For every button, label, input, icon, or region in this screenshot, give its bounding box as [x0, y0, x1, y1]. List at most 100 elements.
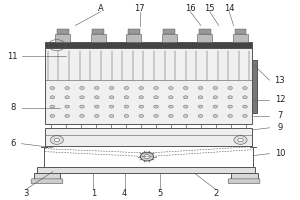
- Circle shape: [213, 87, 218, 89]
- Circle shape: [139, 105, 143, 108]
- Bar: [126, 34, 141, 42]
- Text: 1: 1: [91, 189, 96, 198]
- Text: 10: 10: [274, 149, 285, 158]
- Circle shape: [243, 114, 247, 117]
- Circle shape: [198, 105, 203, 108]
- Circle shape: [213, 105, 218, 108]
- Circle shape: [184, 114, 188, 117]
- Bar: [57, 29, 69, 34]
- Circle shape: [169, 114, 173, 117]
- Bar: [231, 173, 257, 179]
- Bar: [164, 29, 175, 34]
- Text: 2: 2: [213, 189, 218, 198]
- Circle shape: [110, 87, 114, 89]
- Circle shape: [50, 87, 55, 89]
- Circle shape: [94, 87, 99, 89]
- Circle shape: [50, 105, 55, 108]
- Circle shape: [65, 114, 69, 117]
- Circle shape: [238, 138, 243, 142]
- Text: 5: 5: [158, 189, 163, 198]
- Circle shape: [94, 96, 99, 99]
- Circle shape: [94, 114, 99, 117]
- Circle shape: [94, 105, 99, 108]
- Circle shape: [169, 87, 173, 89]
- Circle shape: [50, 114, 55, 117]
- Circle shape: [198, 96, 203, 99]
- Circle shape: [169, 96, 173, 99]
- Text: 3: 3: [23, 189, 29, 198]
- Circle shape: [139, 114, 143, 117]
- Bar: [92, 29, 104, 34]
- Circle shape: [228, 114, 232, 117]
- Circle shape: [243, 87, 247, 89]
- Circle shape: [110, 96, 114, 99]
- Circle shape: [243, 105, 247, 108]
- Circle shape: [124, 87, 129, 89]
- Circle shape: [54, 138, 59, 142]
- Circle shape: [154, 96, 158, 99]
- Circle shape: [124, 105, 129, 108]
- Circle shape: [144, 155, 150, 159]
- Bar: [252, 60, 257, 113]
- Circle shape: [228, 96, 232, 99]
- Text: 17: 17: [134, 4, 145, 13]
- Circle shape: [154, 114, 158, 117]
- Circle shape: [80, 87, 84, 89]
- Circle shape: [198, 114, 203, 117]
- Text: 15: 15: [205, 4, 215, 13]
- Bar: [45, 128, 252, 146]
- Circle shape: [234, 136, 247, 144]
- Circle shape: [80, 114, 84, 117]
- Bar: [235, 29, 247, 34]
- Circle shape: [65, 96, 69, 99]
- Text: 4: 4: [122, 189, 127, 198]
- Text: 7: 7: [277, 111, 283, 120]
- Bar: [45, 42, 252, 48]
- Circle shape: [213, 96, 218, 99]
- Bar: [45, 48, 252, 124]
- Text: 14: 14: [224, 4, 234, 13]
- Circle shape: [184, 105, 188, 108]
- Bar: [55, 34, 70, 42]
- Circle shape: [50, 136, 63, 144]
- Circle shape: [139, 96, 143, 99]
- Circle shape: [140, 152, 154, 161]
- Circle shape: [198, 87, 203, 89]
- Text: 16: 16: [185, 4, 196, 13]
- Text: 12: 12: [274, 95, 285, 104]
- Text: 9: 9: [277, 123, 283, 132]
- Circle shape: [65, 105, 69, 108]
- Circle shape: [50, 96, 55, 99]
- Bar: [197, 34, 212, 42]
- Circle shape: [139, 87, 143, 89]
- Circle shape: [124, 114, 129, 117]
- Bar: [233, 34, 248, 42]
- Circle shape: [154, 105, 158, 108]
- Circle shape: [65, 87, 69, 89]
- Text: A: A: [98, 4, 103, 13]
- Bar: [128, 29, 140, 34]
- FancyBboxPatch shape: [31, 179, 63, 184]
- Text: 6: 6: [10, 139, 15, 148]
- Circle shape: [243, 96, 247, 99]
- Bar: [162, 34, 177, 42]
- Bar: [199, 29, 211, 34]
- Circle shape: [80, 96, 84, 99]
- Circle shape: [80, 105, 84, 108]
- Circle shape: [110, 105, 114, 108]
- Circle shape: [228, 87, 232, 89]
- Circle shape: [124, 96, 129, 99]
- Bar: [34, 173, 60, 179]
- Circle shape: [169, 105, 173, 108]
- Text: 13: 13: [274, 76, 285, 85]
- Circle shape: [110, 114, 114, 117]
- Text: 8: 8: [10, 103, 15, 112]
- Text: 11: 11: [8, 52, 18, 61]
- Bar: [91, 34, 106, 42]
- Circle shape: [184, 96, 188, 99]
- Circle shape: [184, 87, 188, 89]
- Circle shape: [213, 114, 218, 117]
- FancyBboxPatch shape: [228, 179, 260, 184]
- Bar: [37, 167, 254, 173]
- Circle shape: [154, 87, 158, 89]
